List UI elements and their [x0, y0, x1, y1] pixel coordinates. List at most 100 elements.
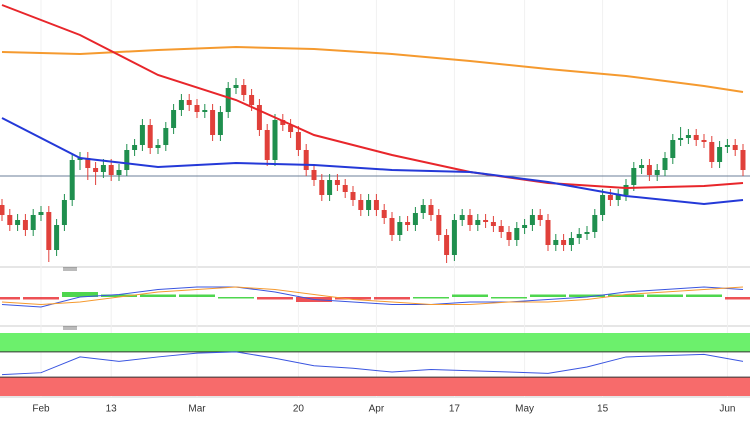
candle-body: [600, 195, 606, 215]
x-tick-label: 13: [106, 404, 118, 415]
macd-histogram: [218, 297, 254, 299]
candle-body: [256, 105, 262, 130]
macd-histogram: [23, 297, 59, 300]
macd-histogram: [257, 297, 293, 300]
rsi-line: [1, 351, 744, 376]
candle-body: [701, 140, 707, 142]
candle-body: [272, 120, 278, 160]
rsi-upper-band: [0, 333, 750, 352]
candle-body: [373, 200, 379, 210]
macd-histogram: [608, 294, 644, 297]
candle-body: [0, 205, 5, 215]
candle-body: [420, 205, 426, 213]
candle-body: [288, 125, 294, 132]
candle-body: [553, 240, 559, 245]
candle-body: [350, 192, 356, 200]
candle-body: [69, 160, 75, 200]
x-tick-label: 15: [597, 404, 609, 415]
candle-body: [334, 180, 340, 185]
macd-histogram: [140, 294, 176, 297]
x-tick-label: 17: [449, 404, 461, 415]
macd-histogram: [452, 294, 488, 297]
candle-body: [217, 112, 223, 135]
macd-histogram: [374, 297, 410, 300]
candle-body: [178, 100, 184, 110]
candle-body: [194, 105, 200, 112]
macd-histogram: [647, 294, 683, 297]
candle-body: [22, 220, 28, 230]
candle-body: [639, 165, 645, 168]
resize-handle[interactable]: [63, 326, 77, 330]
candle-body: [693, 135, 699, 140]
macd-line: [1, 286, 744, 308]
resize-handle[interactable]: [63, 267, 77, 271]
x-tick-label: Apr: [369, 404, 385, 415]
x-tick-label: Feb: [32, 404, 50, 415]
candle-body: [295, 132, 301, 150]
candle-body: [490, 222, 496, 226]
macd-histogram: [179, 294, 215, 297]
macd-histogram: [491, 297, 527, 299]
candle-body: [631, 168, 637, 185]
candle-body: [397, 222, 403, 235]
macd-histogram: [335, 297, 371, 300]
candle-body: [381, 210, 387, 218]
candle-body: [623, 185, 629, 195]
macd-histogram: [413, 297, 449, 299]
candle-body: [740, 150, 746, 170]
candle-body: [319, 180, 325, 195]
candle-body: [225, 88, 231, 112]
candle-body: [186, 100, 192, 105]
macd-histogram: [686, 294, 722, 297]
candle-body: [506, 232, 512, 240]
candle-body: [436, 215, 442, 235]
candle-body: [30, 215, 36, 230]
candle-body: [561, 240, 567, 245]
candle-body: [568, 238, 574, 245]
candle-body: [147, 125, 153, 148]
moving-average: [1, 4, 744, 190]
candle-body: [412, 213, 418, 225]
candle-body: [522, 225, 528, 228]
candle-body: [155, 145, 161, 148]
candle-body: [709, 142, 715, 162]
candle-body: [451, 220, 457, 255]
candle-body: [342, 185, 348, 192]
macd-histogram: [62, 292, 98, 297]
candle-body: [646, 165, 652, 175]
candle-body: [514, 228, 520, 240]
candle-body: [280, 120, 286, 125]
macd-histogram: [569, 294, 605, 297]
candle-body: [116, 170, 122, 175]
moving-average: [1, 117, 744, 206]
candle-body: [529, 215, 535, 225]
signal-line: [1, 286, 744, 306]
candle-body: [108, 165, 114, 175]
candle-body: [264, 130, 270, 160]
candle-body: [615, 195, 621, 200]
macd-histogram: [530, 294, 566, 297]
candle-body: [405, 222, 411, 225]
candle-body: [7, 215, 13, 225]
candle-body: [38, 212, 44, 215]
candle-body: [428, 205, 434, 215]
candle-body: [592, 215, 598, 232]
candle-body: [163, 128, 169, 145]
candle-body: [389, 218, 395, 235]
candle-body: [545, 220, 551, 245]
candle-body: [124, 150, 130, 170]
candle-body: [249, 95, 255, 105]
candle-body: [537, 215, 543, 220]
rsi-lower-band: [0, 377, 750, 396]
candle-body: [61, 200, 67, 225]
candle-body: [670, 140, 676, 158]
moving-average: [1, 45, 744, 93]
candle-body: [202, 110, 208, 112]
candle-body: [444, 235, 450, 255]
candle-body: [93, 168, 99, 172]
macd-histogram: [0, 297, 20, 300]
x-tick-label: May: [515, 404, 534, 415]
candle-body: [46, 212, 52, 250]
